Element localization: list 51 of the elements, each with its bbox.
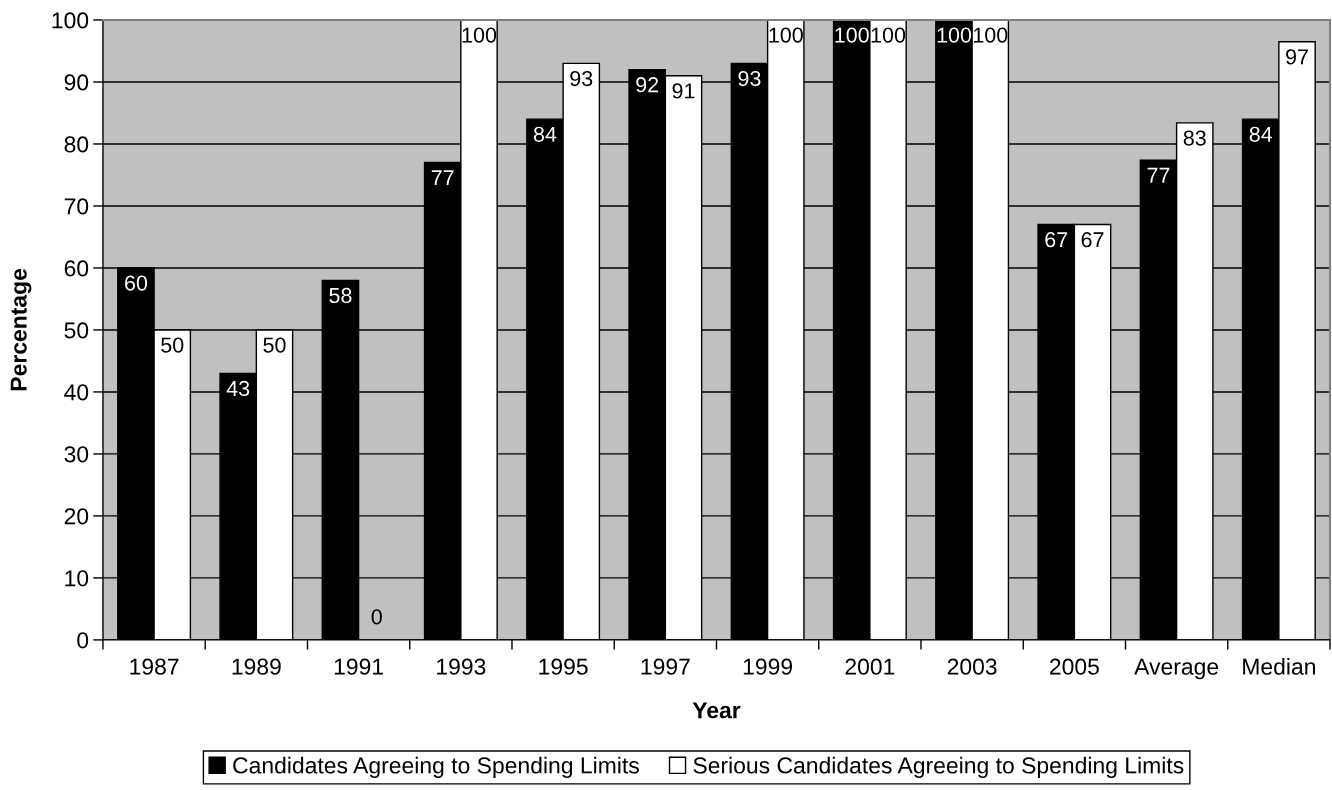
y-tick-label: 60 [64, 260, 89, 277]
y-tick-label: 30 [64, 446, 89, 463]
x-tick-label: 1997 [641, 658, 690, 675]
data-label: 97 [1286, 49, 1308, 65]
data-label: 100 [462, 27, 497, 43]
x-tick-label: 2001 [845, 658, 895, 675]
x-tick-label: 1999 [743, 658, 793, 675]
data-label: 93 [570, 70, 593, 87]
data-label: 100 [973, 27, 1008, 43]
y-tick-label: 100 [52, 12, 89, 29]
y-tick-label: 80 [64, 136, 89, 153]
legend-label: Serious Candidates Agreeing to Spending Limits [693, 756, 1184, 779]
x-tick-label: Median [1243, 657, 1315, 675]
y-tick-label: 10 [65, 570, 89, 587]
data-label: 100 [835, 27, 869, 43]
x-tick-label: Average [1134, 658, 1219, 680]
data-label: 50 [263, 337, 286, 353]
x-tick-label: 1993 [437, 658, 486, 675]
x-tick-label: 2005 [1050, 658, 1099, 675]
data-label: 43 [226, 380, 250, 397]
x-tick-label: 2003 [947, 658, 997, 675]
x-tick-label: 1987 [130, 658, 179, 675]
data-label: 93 [738, 70, 761, 87]
data-label: 84 [533, 126, 557, 142]
y-tick-label: 70 [64, 198, 89, 215]
x-axis-title: Year [692, 702, 741, 719]
y-tick-label: 0 [77, 632, 89, 649]
y-axis-title: Percentage [10, 268, 32, 391]
x-tick-label: 1989 [232, 658, 281, 675]
y-tick-label: 20 [64, 508, 89, 525]
data-label: 0 [371, 609, 382, 625]
y-tick-label: 90 [64, 74, 89, 91]
x-tick-label: 1991 [334, 658, 383, 675]
data-label: 77 [431, 170, 454, 186]
data-label: 60 [125, 275, 148, 291]
data-label: 83 [1183, 130, 1206, 146]
y-tick-label: 50 [64, 322, 89, 339]
data-label: 84 [1249, 126, 1273, 142]
data-label: 77 [1147, 167, 1170, 183]
legend-label: Candidates Agreeing to Spending Limits [233, 756, 639, 779]
data-label: 92 [636, 77, 659, 93]
data-label: 58 [329, 287, 352, 304]
data-label: 67 [1045, 232, 1068, 248]
y-tick-label: 40 [64, 384, 89, 401]
data-label: 100 [937, 27, 972, 43]
data-label: 67 [1081, 232, 1104, 248]
x-tick-label: 1995 [539, 658, 588, 675]
data-label: 100 [871, 27, 906, 43]
data-label: 91 [672, 83, 695, 99]
data-label: 50 [161, 337, 184, 353]
data-label: 100 [769, 27, 803, 43]
